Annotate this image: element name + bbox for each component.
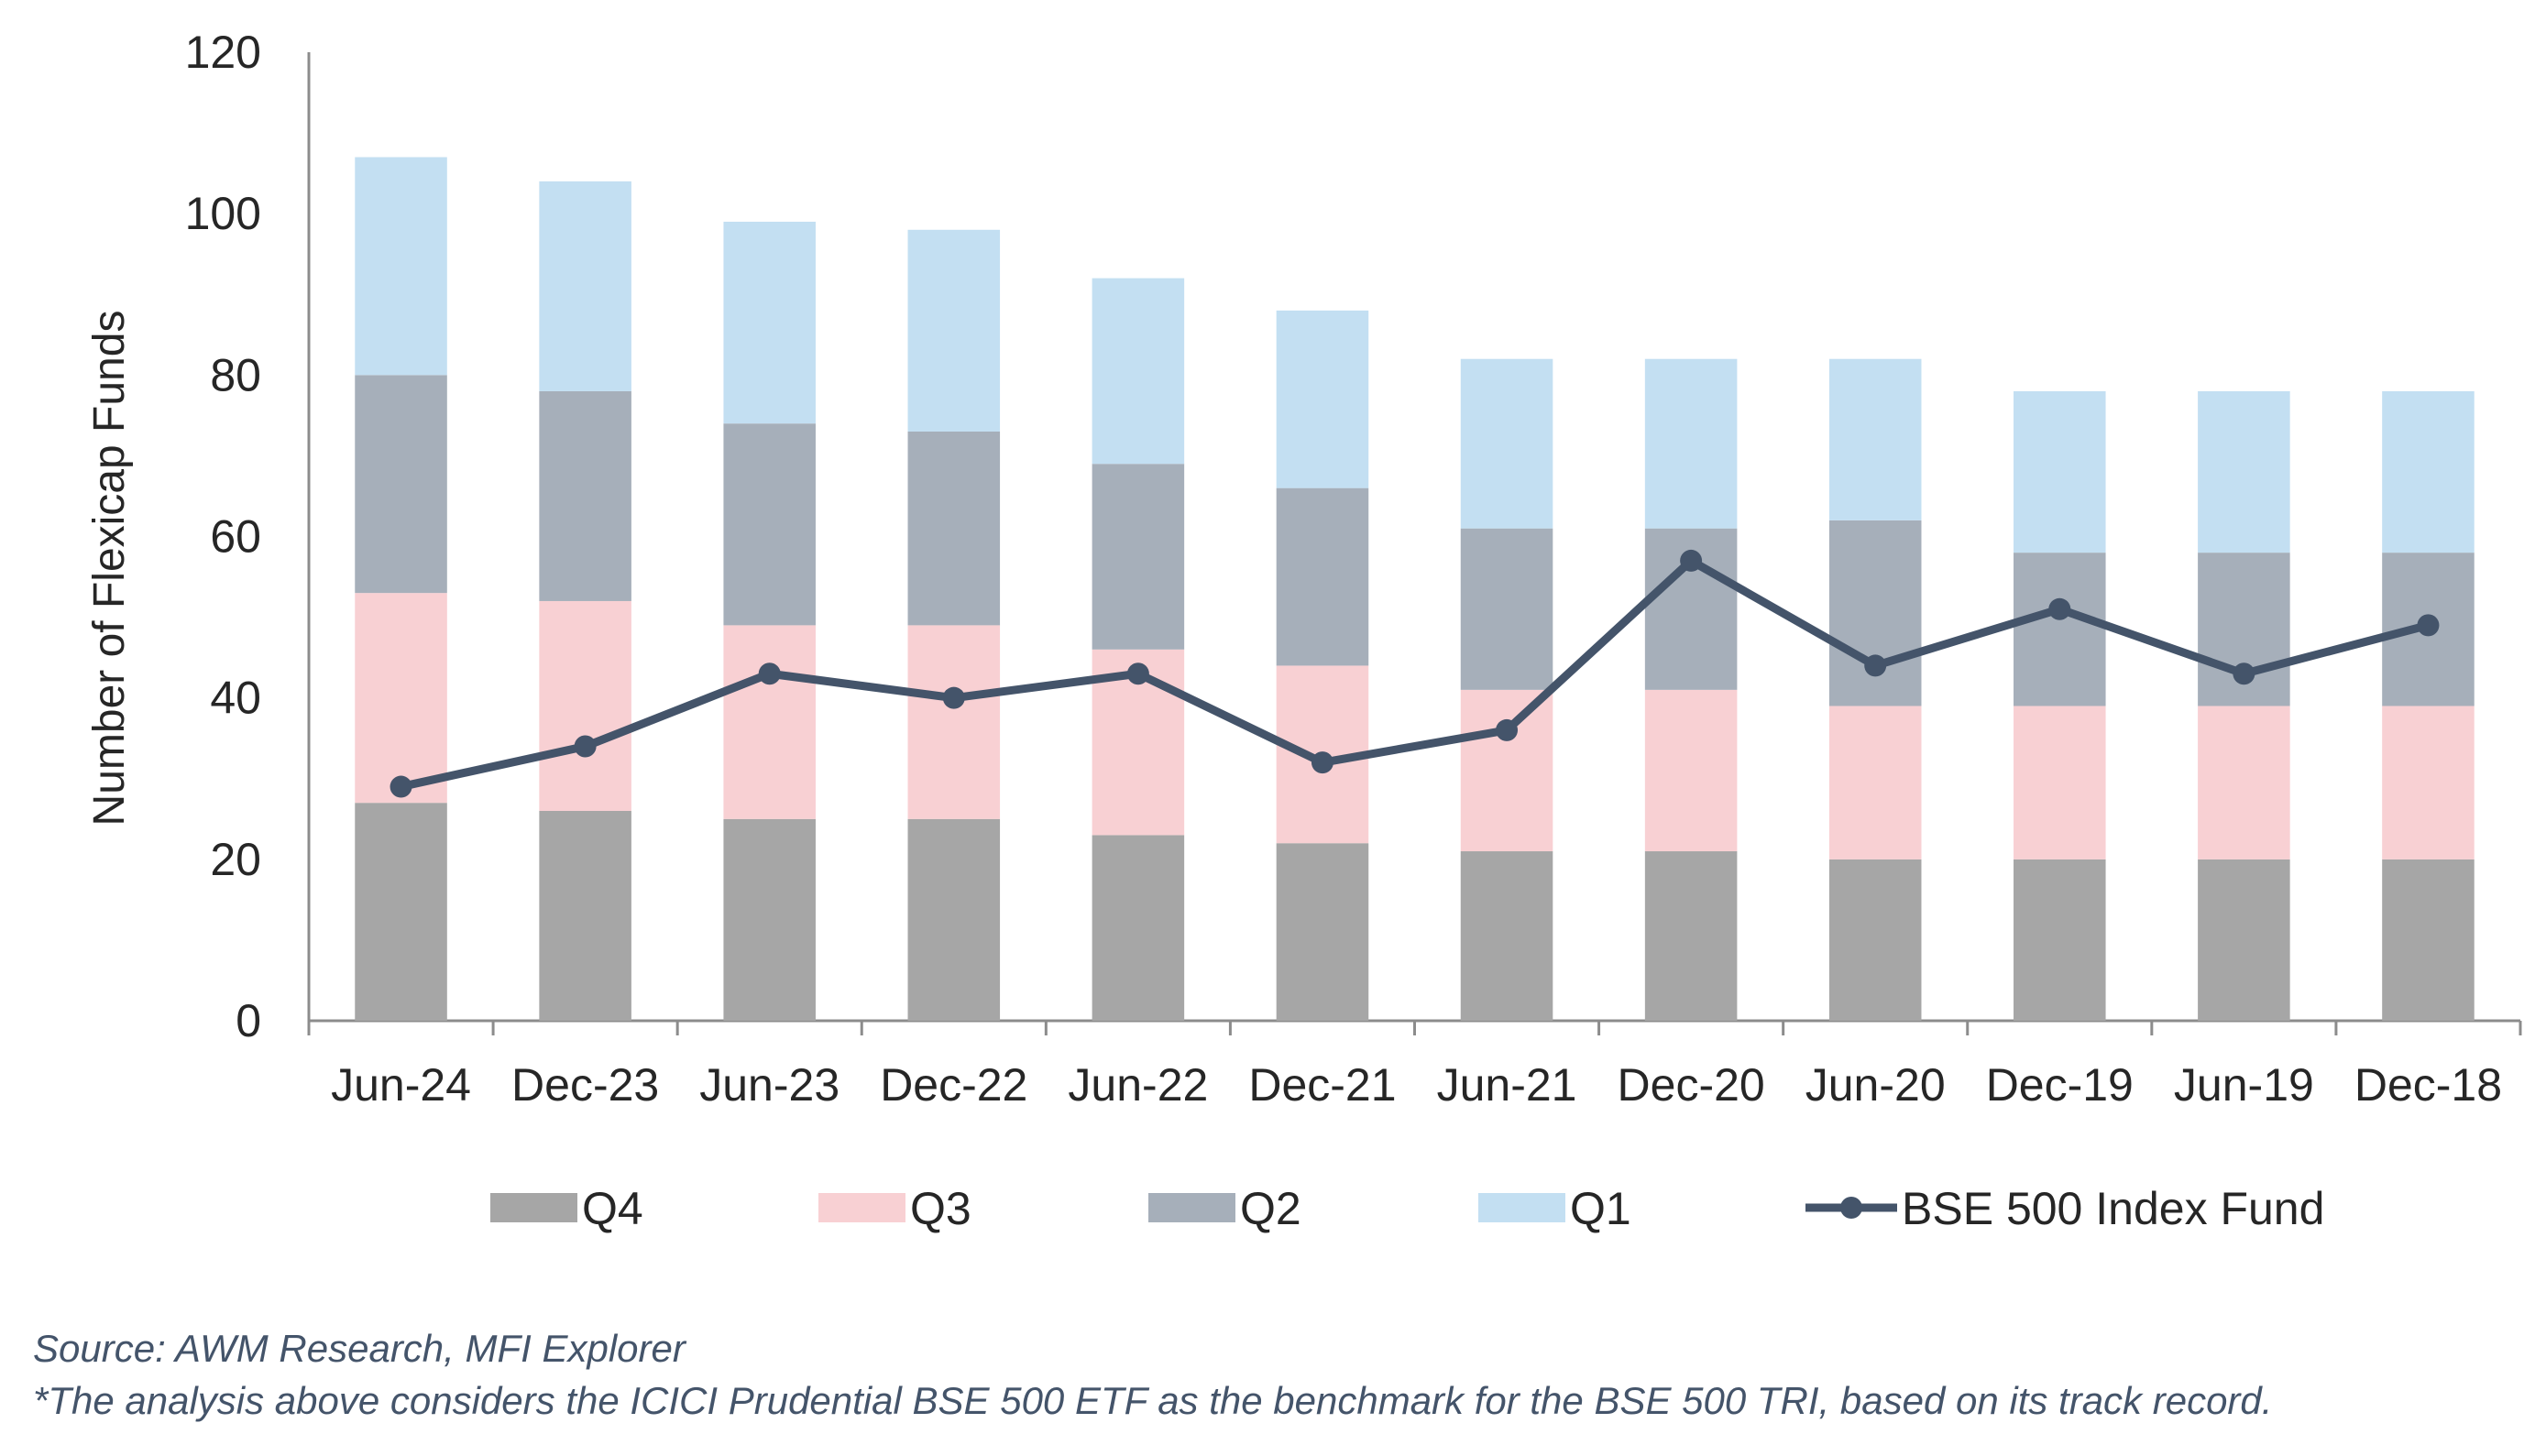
x-tick-label: Jun-22 [1068, 1059, 1208, 1111]
benchmark-note: *The analysis above considers the ICICI … [33, 1379, 2273, 1422]
y-tick-label: 120 [185, 27, 261, 78]
legend-swatch-point [1840, 1197, 1862, 1219]
line-point [1496, 718, 1519, 741]
bar-q2 [723, 423, 816, 626]
bar-q3 [539, 600, 631, 811]
stacked-bar-line-chart: Number of Flexicap Funds 0 20 40 60 80 100 120… [85, 27, 2522, 1234]
bar-q2 [1460, 528, 1553, 690]
bar-q1 [2382, 390, 2475, 553]
bar-q2 [539, 390, 631, 601]
x-tick-label: Dec-21 [1248, 1059, 1396, 1111]
line-point [2233, 662, 2255, 685]
line-point [1864, 654, 1887, 677]
bar-q4 [539, 810, 631, 1021]
bar-q3 [2014, 706, 2106, 859]
bar-q1 [1644, 358, 1738, 529]
x-tick-label: Dec-18 [2354, 1059, 2502, 1111]
bar-q4 [2382, 859, 2475, 1021]
line-point [2048, 597, 2071, 620]
bar-q3 [2382, 706, 2475, 859]
line-point [1126, 662, 1149, 685]
bar-q1 [1276, 310, 1369, 488]
legend-label: Q3 [910, 1183, 971, 1234]
bar-q4 [2198, 859, 2290, 1021]
bar-q2 [1828, 520, 1922, 706]
bar-q4 [2014, 859, 2106, 1021]
legend-label: Q4 [582, 1183, 643, 1234]
bar-q4 [355, 803, 447, 1021]
x-tick-label: Jun-24 [331, 1059, 471, 1111]
bar-q2 [907, 431, 1001, 626]
y-axis-label: Number of Flexicap Funds [85, 311, 134, 827]
bar-q2 [1092, 464, 1185, 650]
source-note: Source: AWM Research, MFI Explorer [33, 1327, 686, 1370]
y-tick-label: 100 [185, 188, 261, 239]
legend-label: BSE 500 Index Fund [1902, 1183, 2324, 1234]
bar-q4 [1644, 851, 1738, 1021]
bar-q1 [355, 157, 447, 376]
bar-q1 [2014, 390, 2106, 553]
line-point [2417, 614, 2440, 637]
bar-q4 [1828, 859, 1922, 1021]
bar-q3 [2198, 706, 2290, 859]
y-tick-label: 40 [210, 673, 261, 724]
y-tick-label: 80 [210, 349, 261, 400]
bar-q1 [2198, 390, 2290, 553]
bar-q3 [1828, 706, 1922, 859]
bar-q2 [2014, 553, 2106, 706]
bar-q3 [1460, 689, 1553, 852]
bar-q3 [723, 625, 816, 819]
bar-q2 [1276, 487, 1369, 666]
line-point [758, 662, 781, 685]
legend-label: Q2 [1240, 1183, 1301, 1234]
legend-label: Q1 [1570, 1183, 1631, 1234]
y-tick-label: 0 [236, 995, 261, 1046]
bar-q1 [1460, 358, 1553, 529]
bar-q4 [907, 818, 1001, 1021]
bar-q1 [1092, 278, 1185, 465]
legend-swatch-q3 [818, 1193, 905, 1222]
x-tick-label: Dec-20 [1618, 1059, 1765, 1111]
line-point [574, 735, 597, 758]
line-point [390, 775, 412, 798]
legend-swatch-q1 [1478, 1193, 1565, 1222]
x-tick-label: Dec-22 [880, 1059, 1027, 1111]
x-tick-label: Dec-19 [1986, 1059, 2134, 1111]
y-tick-label: 60 [210, 511, 261, 563]
line-point [942, 686, 965, 709]
bar-q3 [1644, 689, 1738, 852]
legend-swatch-q4 [490, 1193, 577, 1222]
bar-q3 [907, 625, 1001, 819]
bar-q1 [907, 229, 1001, 432]
bar-q4 [1276, 843, 1369, 1021]
x-tick-label: Dec-23 [511, 1059, 659, 1111]
bar-q4 [1460, 851, 1553, 1021]
x-tick-label: Jun-19 [2174, 1059, 2314, 1111]
line-point [1680, 549, 1703, 572]
legend-swatch-q2 [1148, 1193, 1235, 1222]
y-tick-label: 20 [210, 834, 261, 885]
bar-q3 [355, 593, 447, 804]
bar-q2 [355, 375, 447, 594]
x-tick-label: Jun-21 [1437, 1059, 1577, 1111]
bar-q4 [1092, 835, 1185, 1021]
line-series [400, 556, 2430, 791]
x-tick-label: Jun-20 [1805, 1059, 1946, 1111]
line-point [1311, 751, 1333, 774]
bar-q1 [1828, 358, 1922, 520]
bar-q1 [723, 221, 816, 424]
bar-q1 [539, 181, 631, 391]
bar-q4 [723, 818, 816, 1021]
x-tick-label: Jun-23 [699, 1059, 840, 1111]
